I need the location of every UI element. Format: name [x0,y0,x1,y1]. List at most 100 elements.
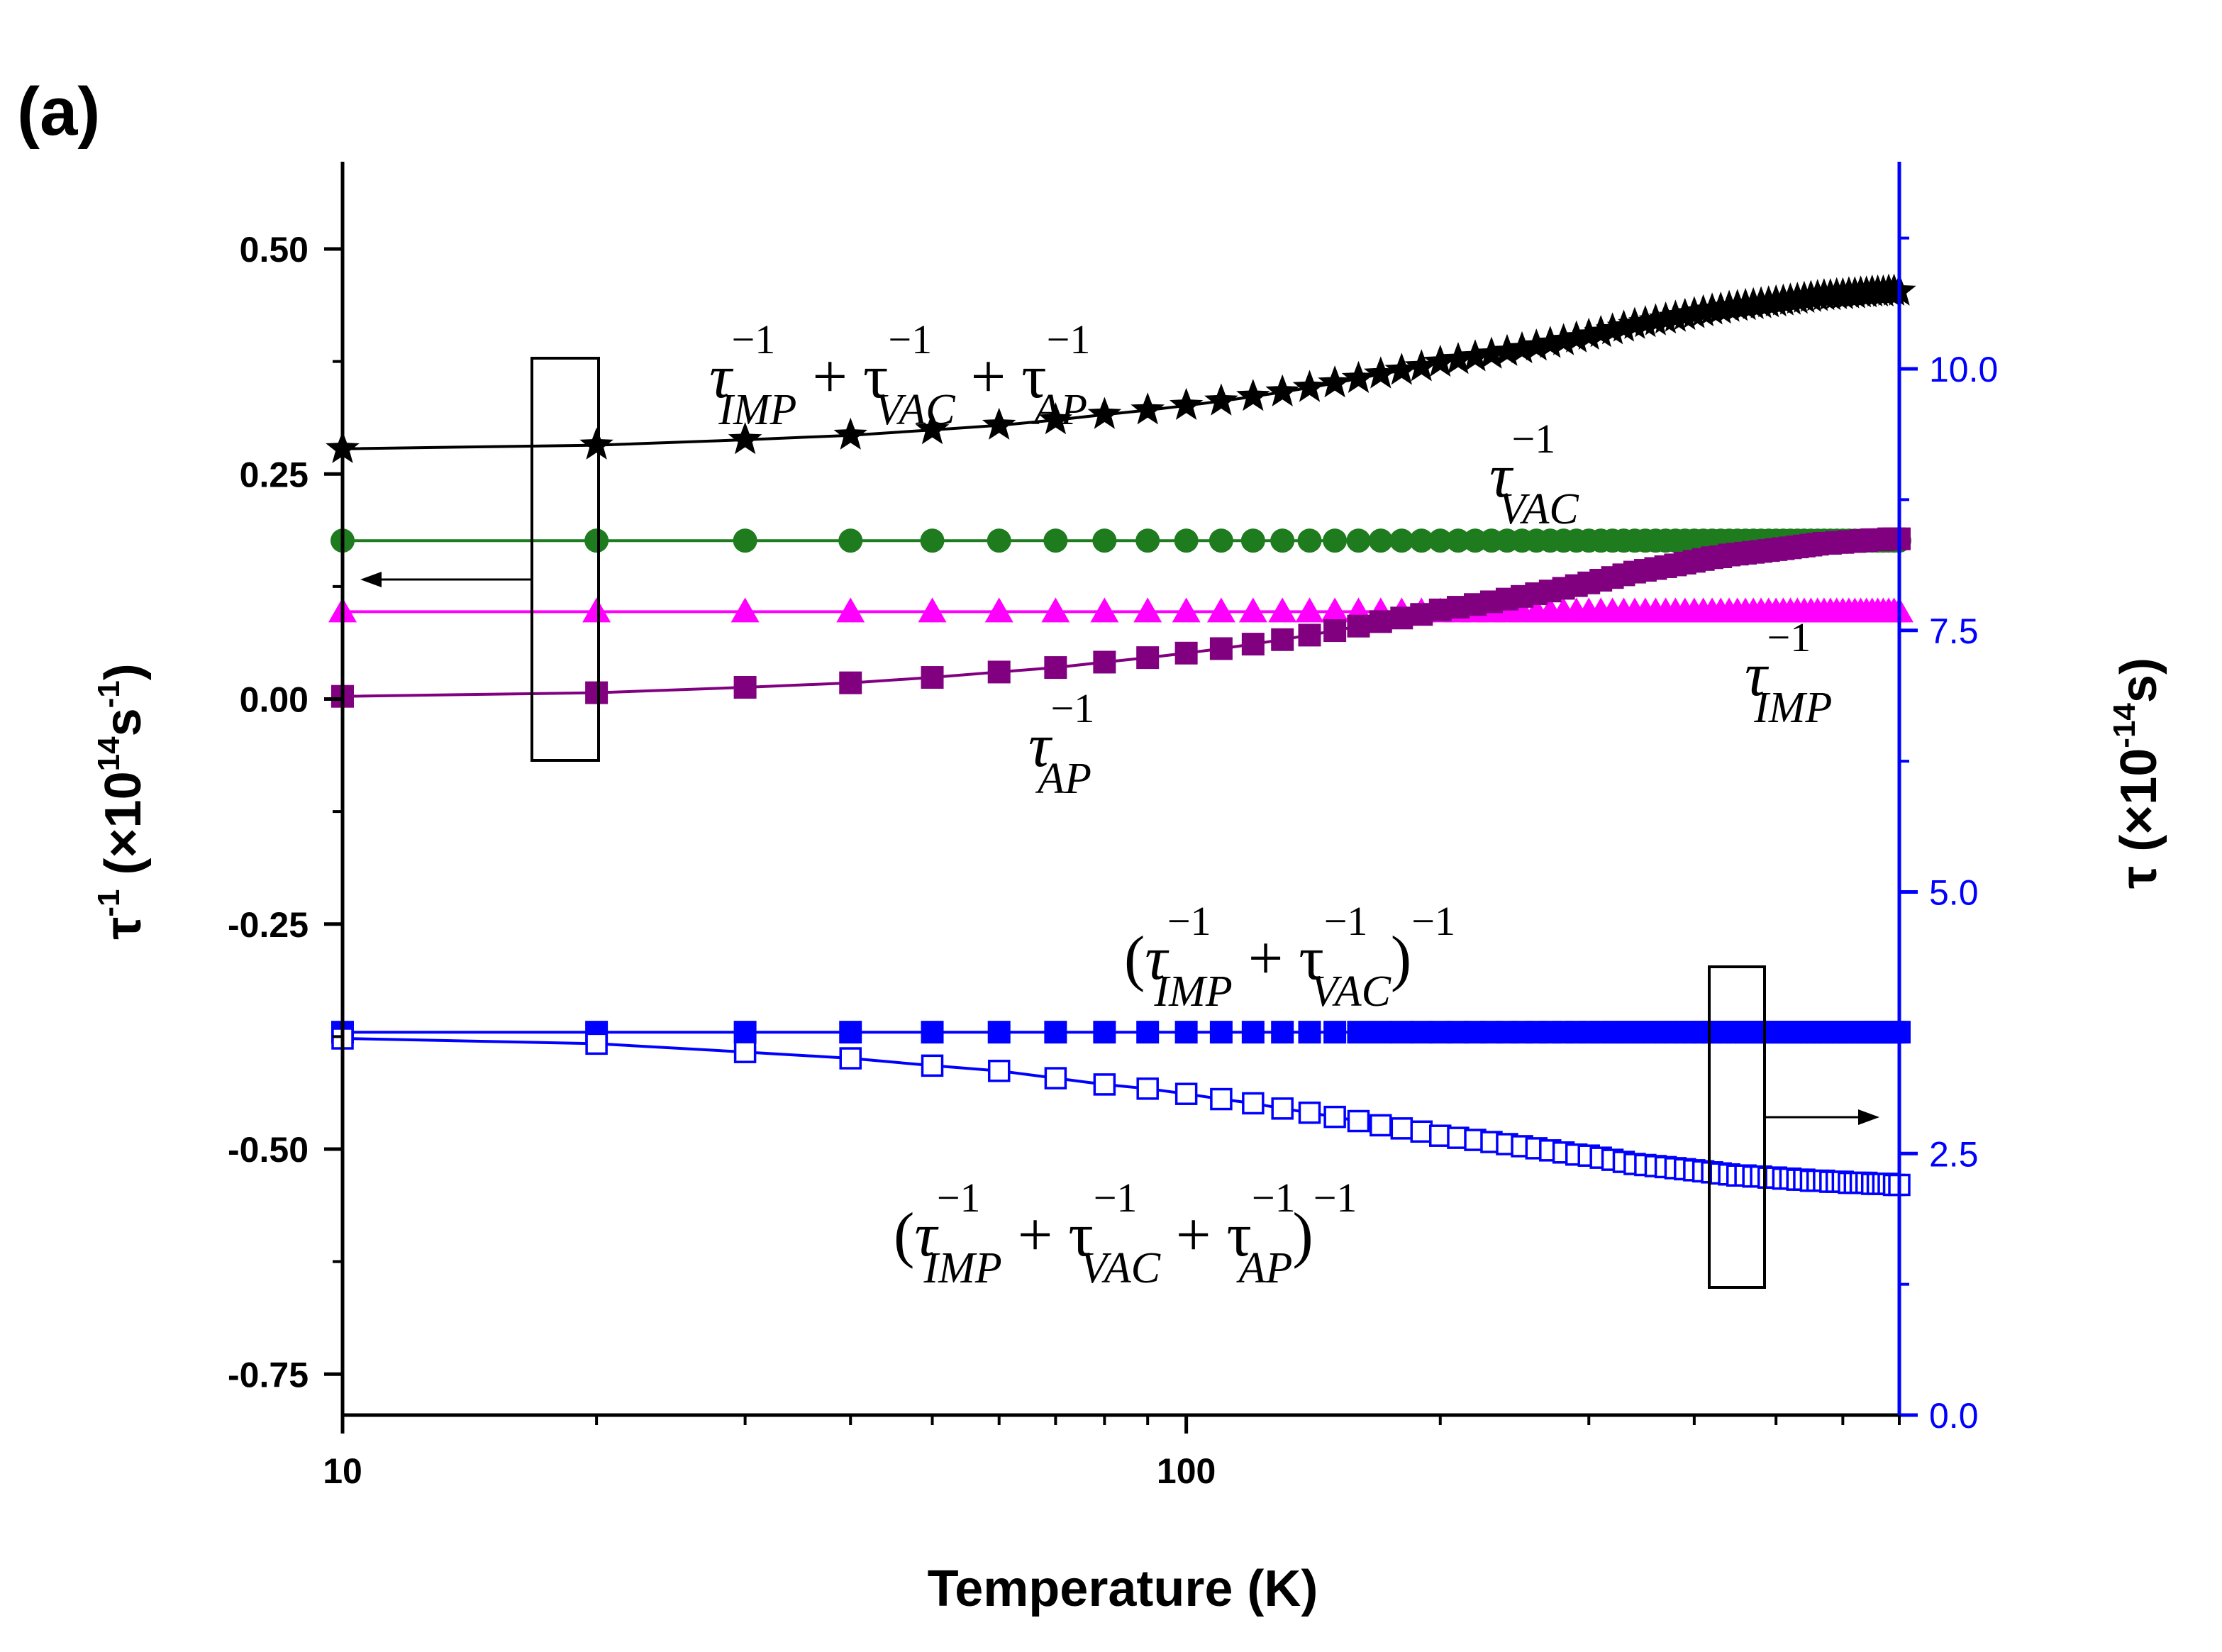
marker-star [1204,383,1238,416]
y-right-title-sup: -14 [2107,703,2142,748]
marker-open-square [1210,1087,1233,1111]
marker-star [1364,356,1398,389]
y-left-title-end: ) [95,663,152,680]
marker-circle [1428,528,1452,553]
marker-star [1341,360,1376,393]
axes-layer: -0.75 -0.50 -0.25 0.00 0.25 0.50 0.0 2.5 5.0 7.5 1… [228,162,1998,1491]
left-arrow-head [360,572,382,587]
marker-square [1174,1021,1198,1044]
y-left-title-unit: s [95,708,152,736]
marker-triangle [984,597,1013,623]
x-axis-title: Temperature (K) [928,1560,1318,1617]
marker-triangle [1041,597,1070,623]
marker-open-square [987,1059,1011,1082]
marker-circle [733,528,757,553]
marker-star [579,427,613,460]
series-3 [331,527,1911,708]
marker-star [728,422,762,455]
ann-vac-tau: τ [1489,442,1514,511]
marker-circle [1368,528,1393,553]
ann-t1-tau1: τ [1145,924,1170,993]
marker-circle [1135,528,1160,553]
marker-square [1347,1021,1370,1044]
marker-circle [1270,528,1295,553]
annotation-vac-inverse: τ−1 VAC [1489,416,1579,533]
marker-square [1241,1021,1265,1044]
series-layer [326,273,1916,1197]
right-arrow-head [1858,1109,1879,1125]
marker-star [1474,336,1509,369]
marker-open-square [1347,1109,1370,1133]
ann-t2-sub1: IMP [923,1244,1002,1292]
ann-t1-close: ) [1391,924,1411,993]
y-axis-right-title: τ (×10-14s) [2107,658,2167,889]
marker-star [1404,349,1438,382]
y-right-tick-label: 2.5 [1929,1134,1979,1174]
y-left-title-mid: (×10 [95,771,152,889]
ann-t2-close: ) [1292,1201,1313,1270]
marker-open-square [585,1032,608,1055]
marker-open-square [1136,1077,1159,1100]
marker-square [1298,1021,1321,1044]
marker-star [1584,315,1618,348]
y-left-tick-label: 0.50 [240,230,309,270]
ann-t2-sup1: −1 [937,1175,981,1221]
marker-square [1044,656,1067,680]
marker-square [1209,637,1233,660]
marker-circle [920,528,945,553]
marker-square [1241,633,1265,656]
marker-square [1174,641,1198,665]
marker-triangle [918,597,947,623]
marker-circle [1043,528,1068,553]
marker-star [1318,365,1352,398]
marker-square [1369,1021,1392,1044]
marker-open-square [921,1054,944,1077]
marker-star [1546,323,1581,355]
marker-triangle [1295,597,1324,623]
ann-t2-sup2: −1 [1094,1175,1138,1221]
y-right-tick-label: 7.5 [1929,611,1979,651]
marker-star [1169,387,1204,420]
marker-star [982,407,1016,440]
y-axis-left-title: τ-1 (×1014s-1) [91,663,152,940]
ann-total-sub3: AP [1031,386,1087,434]
series-5 [331,1027,1911,1197]
marker-open-square [1242,1092,1265,1115]
marker-star [1236,379,1270,411]
marker-circle [987,528,1011,553]
ann-imp-sup: −1 [1767,614,1811,660]
marker-square [1271,628,1294,651]
marker-open-square [1323,1105,1346,1129]
marker-star [1087,397,1122,429]
y-left-tick-label: -0.75 [228,1355,309,1395]
ann-ap-sub: AP [1035,755,1091,803]
ann-t2-plus1: + τ [1002,1201,1094,1270]
ann-t1-open: ( [1124,924,1145,993]
marker-square [1271,1021,1294,1044]
marker-triangle [1090,597,1119,623]
y-right-tick-label: 10.0 [1929,350,1998,389]
marker-square [733,676,757,699]
ann-total-op3: + τ [955,343,1047,411]
marker-open-square [1429,1124,1452,1147]
marker-circle [1240,528,1265,553]
marker-circle [1409,528,1434,553]
marker-star [1572,317,1606,350]
marker-star [1038,402,1073,435]
y-left-title-sup1: -1 [91,889,126,916]
ann-t2-sup3: −1 [1252,1175,1296,1221]
marker-open-square [839,1047,862,1070]
left-axis-indicator-box [530,357,600,762]
y-left-tick-label: -0.50 [228,1130,309,1170]
marker-circle [1389,528,1414,553]
ann-t1-sup3: −1 [1411,898,1455,944]
ann-t1-plus1: + τ [1233,924,1324,993]
series-2 [328,597,1913,623]
marker-circle [1323,528,1348,553]
marker-circle [838,528,863,553]
marker-triangle [1321,597,1350,623]
marker-square [1136,646,1160,670]
marker-star [1628,305,1662,338]
